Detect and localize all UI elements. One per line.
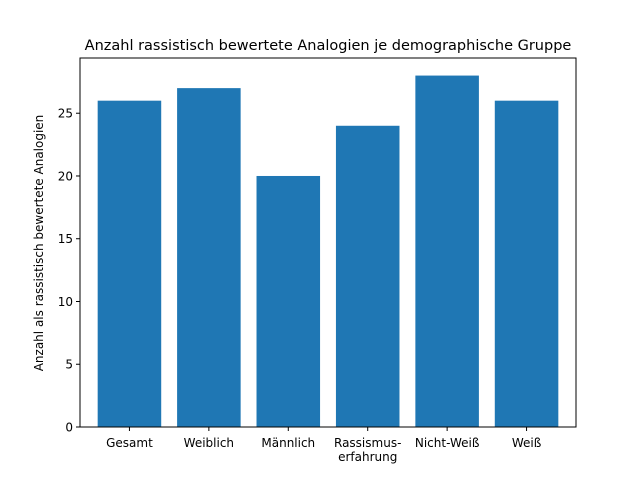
y-tick-label: 0 xyxy=(65,421,73,435)
x-tick-label: Gesamt xyxy=(106,436,153,450)
y-tick-label: 25 xyxy=(58,107,73,121)
x-tick-label: Weiß xyxy=(512,436,542,450)
y-axis: 0 5 10 15 20 25 xyxy=(58,107,80,435)
bar xyxy=(335,125,400,427)
x-tick-label: Rassismus- xyxy=(334,436,401,450)
y-tick-label: 15 xyxy=(58,232,73,246)
y-tick-label: 5 xyxy=(65,358,73,372)
x-tick-label: Nicht-Weiß xyxy=(415,436,480,450)
x-tick-label: erfahrung xyxy=(338,450,397,464)
y-tick-label: 20 xyxy=(58,169,73,183)
bar xyxy=(256,175,321,427)
bar xyxy=(415,75,479,428)
x-tick-label: Weiblich xyxy=(184,436,234,450)
plot-frame xyxy=(79,57,577,428)
x-axis: Gesamt Weiblich Männlich Rassismus-erfahrun… xyxy=(106,427,542,464)
bars-group xyxy=(97,75,559,428)
bar xyxy=(177,88,241,428)
x-tick-label: Männlich xyxy=(261,436,315,450)
bar xyxy=(494,100,559,428)
chart-title: Anzahl rassistisch bewertete Analogien j… xyxy=(85,38,572,54)
bar xyxy=(97,100,162,428)
y-axis-label: Anzahl als rassistisch bewertete Analogi… xyxy=(32,115,46,372)
y-tick-label: 10 xyxy=(58,295,73,309)
